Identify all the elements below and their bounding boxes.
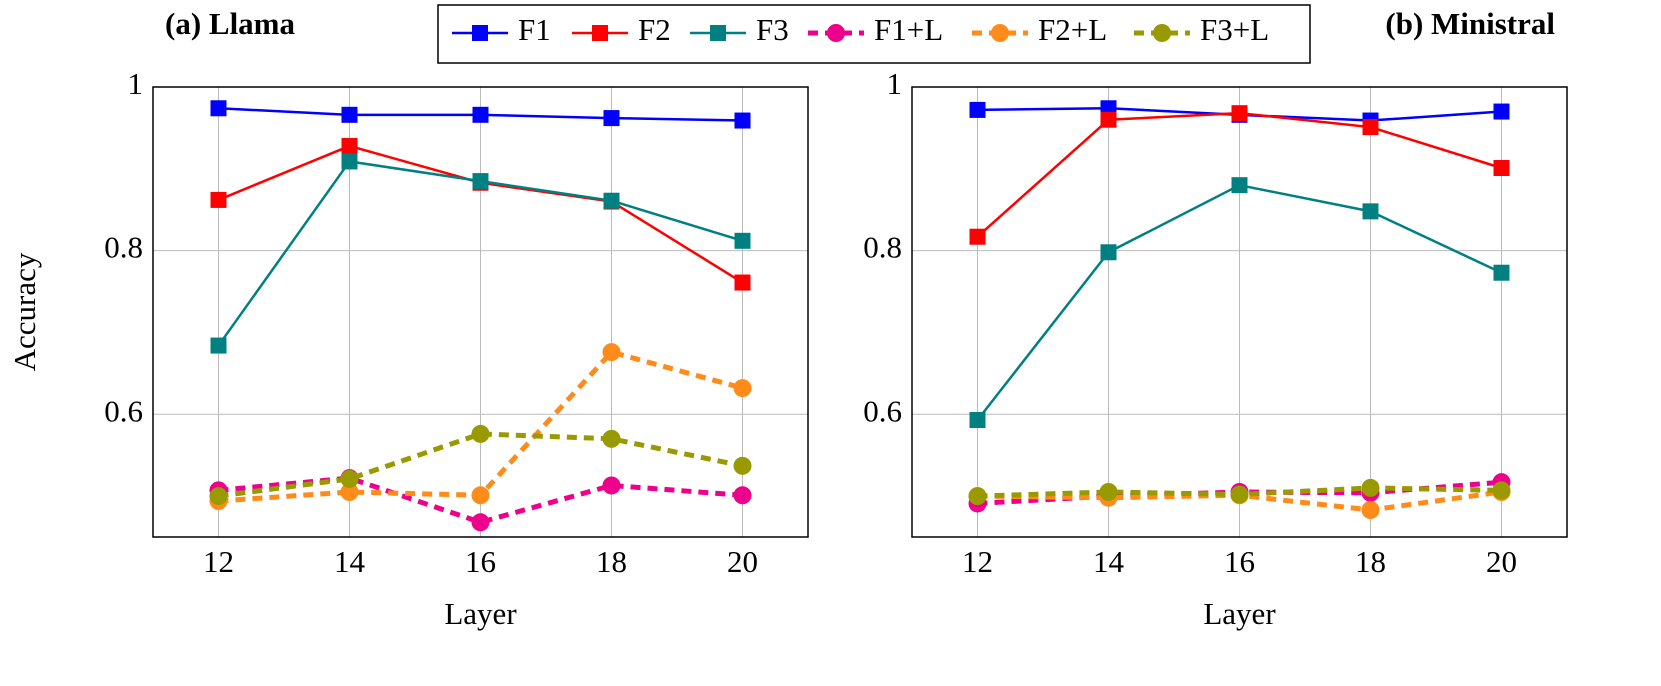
x-tick-label: 18 <box>596 544 627 579</box>
legend-marker <box>991 24 1009 42</box>
marker <box>341 106 358 123</box>
marker <box>1099 483 1118 501</box>
legend-label: F2+L <box>1038 12 1107 47</box>
marker <box>969 228 986 245</box>
x-tick-label: 18 <box>1355 544 1386 579</box>
legend-marker <box>592 25 608 41</box>
plot-frame <box>152 86 809 538</box>
marker <box>734 274 751 291</box>
marker <box>341 137 358 154</box>
x-tick-label: 14 <box>334 544 366 579</box>
marker <box>602 343 621 362</box>
marker <box>1100 244 1117 261</box>
y-tick-label: 0.6 <box>863 393 902 428</box>
marker <box>210 191 227 208</box>
marker <box>471 513 490 532</box>
marker <box>1230 485 1249 504</box>
marker <box>472 173 489 190</box>
marker <box>340 469 359 488</box>
y-tick-label: 0.6 <box>104 393 143 428</box>
marker <box>1362 203 1379 220</box>
y-tick-label: 0.8 <box>863 230 902 265</box>
marker <box>1231 177 1248 194</box>
marker <box>471 424 490 443</box>
marker <box>969 101 986 118</box>
marker <box>1231 105 1248 122</box>
legend-marker <box>827 24 845 42</box>
marker <box>341 153 358 170</box>
legend-label: F1+L <box>874 12 943 47</box>
x-tick-label: 20 <box>1486 544 1517 579</box>
x-tick-label: 16 <box>1224 544 1255 579</box>
x-axis-label: Layer <box>1203 596 1276 631</box>
marker <box>968 487 987 506</box>
legend-label: F3 <box>756 12 789 47</box>
marker <box>1493 103 1510 120</box>
legend-marker <box>472 25 488 41</box>
marker <box>602 429 621 448</box>
legend-label: F2 <box>638 12 671 47</box>
y-axis-label: Accuracy <box>7 252 42 371</box>
marker <box>1493 264 1510 281</box>
marker <box>603 110 620 127</box>
marker <box>472 106 489 123</box>
chart-title: (b) Ministral <box>1385 6 1555 41</box>
x-tick-label: 20 <box>727 544 758 579</box>
x-tick-label: 16 <box>465 544 496 579</box>
legend-label: F3+L <box>1200 12 1269 47</box>
x-tick-label: 12 <box>203 544 234 579</box>
legend-marker <box>1153 24 1171 42</box>
marker <box>210 337 227 354</box>
chart-title: (a) Llama <box>165 6 296 41</box>
x-tick-label: 14 <box>1093 544 1125 579</box>
series-line <box>218 431 744 499</box>
marker <box>733 379 752 398</box>
marker <box>733 486 752 505</box>
marker <box>969 412 986 428</box>
marker <box>603 192 620 209</box>
y-tick-label: 0.8 <box>104 230 143 265</box>
marker <box>210 100 227 117</box>
marker <box>1361 501 1380 519</box>
marker <box>340 483 359 501</box>
x-axis-label: Layer <box>444 596 517 631</box>
marker <box>1100 111 1117 128</box>
y-tick-label: 1 <box>128 66 144 101</box>
plot-frame <box>911 86 1568 538</box>
marker <box>734 232 751 249</box>
marker <box>1493 160 1510 176</box>
x-tick-label: 12 <box>962 544 993 579</box>
marker <box>209 487 228 506</box>
marker <box>471 486 490 505</box>
marker <box>734 112 751 129</box>
marker <box>1362 119 1379 136</box>
legend-marker <box>710 25 726 41</box>
y-tick-label: 1 <box>887 66 903 101</box>
marker <box>1492 481 1511 500</box>
marker <box>1361 478 1380 497</box>
marker <box>602 476 621 495</box>
legend-label: F1 <box>518 12 551 47</box>
marker <box>733 456 752 475</box>
